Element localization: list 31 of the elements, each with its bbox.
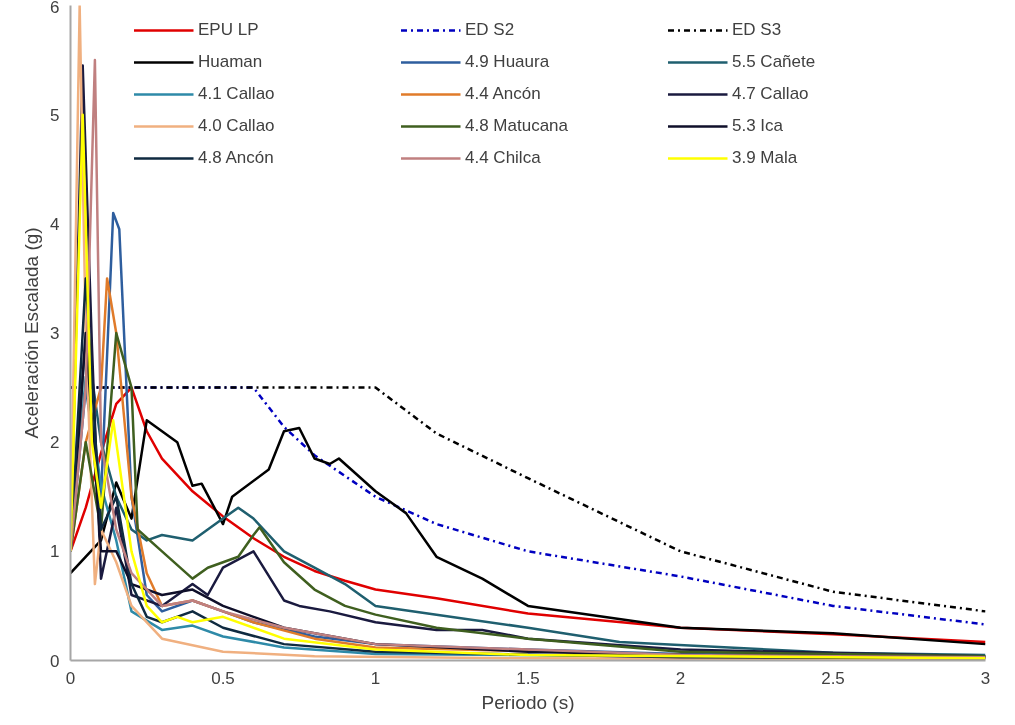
x-tick-label: 0.5 xyxy=(211,668,235,688)
y-tick-label: 2 xyxy=(50,433,60,453)
legend-label: 3.9 Mala xyxy=(732,148,799,168)
legend-label: EPU LP xyxy=(198,20,260,40)
legend-label: 4.8 Ancón xyxy=(198,148,275,168)
legend-label: 4.7 Callao xyxy=(732,84,810,104)
legend-label: 4.4 Chilca xyxy=(465,148,542,168)
legend-label: 5.5 Cañete xyxy=(732,52,817,72)
legend-label: ED S3 xyxy=(732,20,783,40)
legend-label: 5.3 Ica xyxy=(732,116,785,136)
legend-label: 4.4 Ancón xyxy=(465,84,542,104)
y-tick-label: 3 xyxy=(50,324,60,343)
legend-label: 4.0 Callao xyxy=(198,116,276,136)
legend-label: Huaman xyxy=(198,52,264,72)
legend-label: ED S2 xyxy=(465,20,516,40)
x-tick-label: 3 xyxy=(980,668,991,688)
y-tick-label: 0 xyxy=(50,651,60,671)
y-tick-label: 1 xyxy=(50,542,60,562)
y-axis-title: Aceleración Escalada (g) xyxy=(21,227,43,439)
legend-label: 4.9 Huaura xyxy=(465,52,551,72)
x-tick-label: 0 xyxy=(65,668,76,688)
legend-label: 4.8 Matucana xyxy=(465,116,569,136)
x-axis-title: Periodo (s) xyxy=(481,691,575,713)
legend-label: 4.1 Callao xyxy=(198,84,276,104)
y-tick-label: 6 xyxy=(50,0,60,17)
y-tick-label: 5 xyxy=(50,105,60,125)
x-tick-label: 1.5 xyxy=(516,668,540,688)
y-tick-label: 4 xyxy=(50,214,60,234)
x-tick-label: 1 xyxy=(370,668,381,688)
x-tick-label: 2 xyxy=(675,668,686,688)
x-tick-label: 2.5 xyxy=(821,668,845,688)
